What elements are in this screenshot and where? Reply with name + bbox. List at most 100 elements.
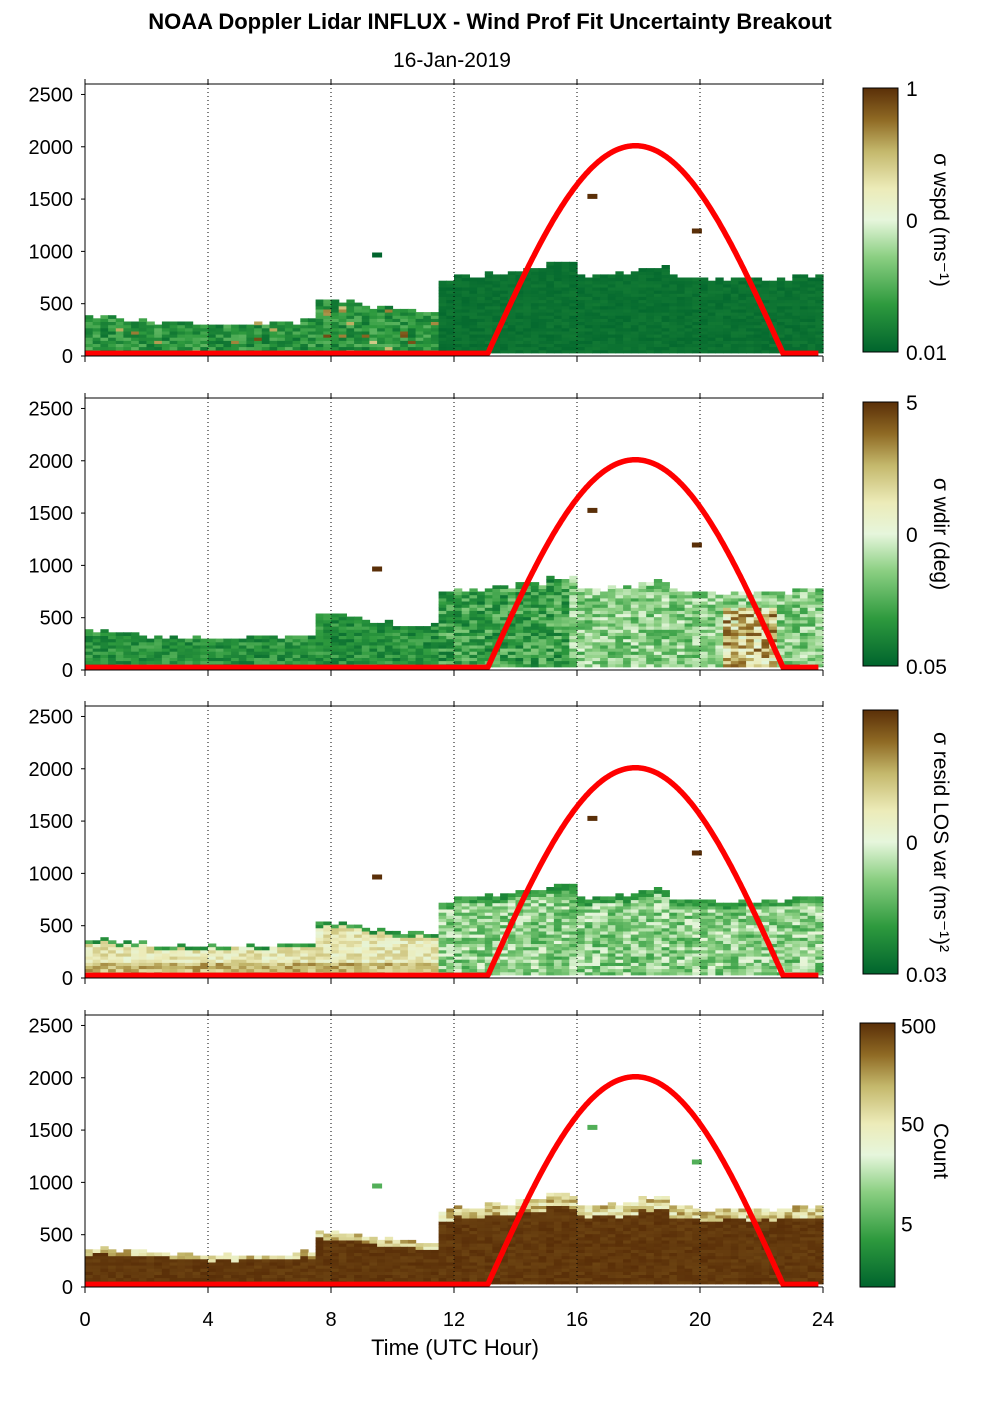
heatmap-cell — [261, 959, 271, 963]
heatmap-cell — [584, 635, 593, 640]
heatmap-cell — [676, 337, 686, 341]
heatmap-cell — [569, 280, 578, 285]
heatmap-cell — [92, 943, 101, 948]
heatmap-cell — [438, 296, 447, 301]
heatmap-cell — [623, 283, 632, 288]
heatmap-cell — [730, 346, 740, 351]
heatmap-cell — [138, 943, 148, 948]
heatmap-cell — [553, 312, 563, 316]
heatmap-cell — [715, 283, 724, 288]
heatmap-cell — [284, 962, 294, 966]
heatmap-cell — [477, 641, 486, 646]
heatmap-cell — [546, 604, 555, 608]
heatmap-cell — [553, 629, 563, 633]
heatmap-cell — [484, 622, 494, 627]
heatmap-cell — [315, 299, 324, 304]
heatmap-cell — [430, 638, 440, 643]
heatmap-cell — [661, 909, 670, 913]
heatmap-cell — [377, 305, 386, 310]
heatmap-cell — [192, 946, 201, 951]
heatmap-cell — [784, 321, 793, 326]
heatmap-cell — [561, 305, 570, 310]
heatmap-cell — [461, 956, 470, 960]
heatmap-cell — [146, 952, 155, 957]
heatmap-cell — [100, 321, 109, 326]
heatmap-cell — [354, 934, 363, 938]
heatmap-cell — [515, 638, 524, 643]
heatmap-cell — [661, 971, 670, 976]
heatmap-cell — [277, 965, 286, 970]
heatmap-cell — [461, 968, 470, 973]
heatmap-cell — [784, 607, 793, 611]
heatmap-cell — [584, 651, 593, 655]
heatmap-cell — [454, 334, 463, 338]
heatmap-cell — [746, 622, 755, 627]
heatmap-cell — [715, 601, 724, 605]
heatmap-cell — [369, 946, 378, 951]
heatmap-cell — [561, 340, 570, 344]
heatmap-cell — [454, 607, 463, 611]
heatmap-cell — [538, 629, 547, 633]
heatmap-cell — [592, 315, 601, 319]
heatmap-cell — [507, 343, 517, 348]
heatmap-cell — [584, 943, 593, 948]
heatmap-cell — [792, 626, 801, 630]
heatmap-cell — [546, 921, 555, 926]
heatmap-cell — [238, 346, 248, 351]
heatmap-cell — [300, 318, 309, 322]
heatmap-cell — [776, 308, 786, 313]
heatmap-cell — [692, 308, 701, 313]
heatmap-cell — [123, 657, 132, 662]
heatmap-cell — [538, 327, 547, 332]
heatmap-cell — [738, 283, 747, 288]
heatmap-cell — [792, 321, 801, 326]
heatmap-cell — [638, 274, 647, 279]
heatmap-cell — [615, 956, 624, 960]
heatmap-cell — [538, 324, 547, 329]
heatmap-cell — [446, 315, 455, 319]
heatmap-cell — [715, 619, 724, 624]
heatmap-cell — [492, 315, 501, 319]
heatmap-cell — [592, 968, 601, 973]
heatmap-cell — [400, 318, 409, 322]
heatmap-cell — [115, 343, 125, 348]
heatmap-cell — [630, 971, 640, 976]
heatmap-cell — [407, 949, 417, 954]
heatmap-cell — [600, 648, 609, 652]
heatmap-cell — [753, 629, 763, 633]
heatmap-cell — [730, 318, 740, 322]
heatmap-cell — [246, 635, 255, 640]
heatmap-cell — [815, 654, 824, 658]
heatmap-cell — [538, 657, 547, 662]
heatmap-cell — [669, 308, 678, 313]
heatmap-cell — [561, 902, 570, 907]
heatmap-cell — [530, 937, 540, 941]
heatmap-cell — [515, 934, 524, 938]
heatmap-cell — [454, 337, 463, 341]
heatmap-cell — [515, 626, 524, 630]
heatmap-cell — [553, 324, 563, 329]
heatmap-cell — [423, 626, 432, 630]
heatmap-cell — [776, 305, 786, 310]
heatmap-cell — [454, 287, 463, 291]
heatmap-cell — [484, 321, 494, 326]
heatmap-cell — [638, 893, 647, 897]
heatmap-cell — [569, 962, 578, 966]
heatmap-cell — [746, 340, 755, 344]
heatmap-cell — [361, 956, 371, 960]
heatmap-cell — [776, 277, 786, 282]
heatmap-cell — [661, 585, 670, 589]
heatmap-cell — [815, 588, 824, 593]
heatmap-cell — [669, 588, 678, 593]
heatmap-cell — [776, 629, 786, 633]
heatmap-cell — [169, 327, 178, 332]
heatmap-cell — [254, 648, 263, 652]
heatmap-cell — [392, 641, 401, 646]
heatmap-cell — [723, 340, 732, 344]
heatmap-cell — [108, 340, 117, 344]
heatmap-cell — [469, 902, 478, 907]
heatmap-cell — [346, 952, 355, 957]
heatmap-cell — [331, 308, 340, 313]
heatmap-cell — [292, 962, 301, 966]
heatmap-cell — [592, 283, 601, 288]
